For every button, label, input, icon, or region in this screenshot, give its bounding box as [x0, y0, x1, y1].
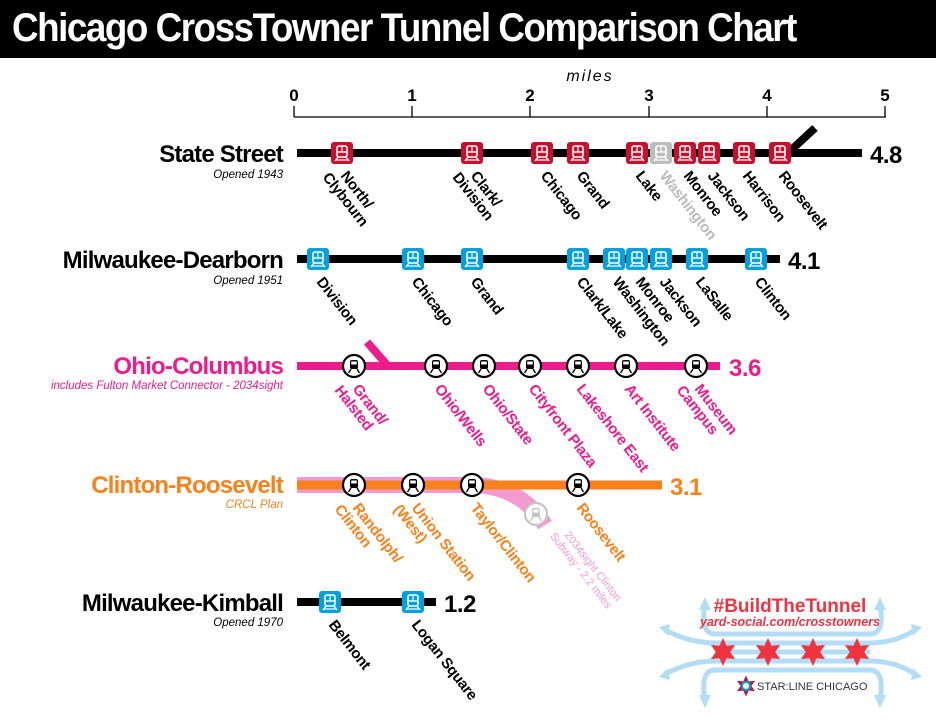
proposed-station-icon: [517, 353, 543, 379]
line-length: 1.2: [444, 591, 476, 618]
station-label: Union Station (West): [390, 492, 481, 596]
line-subtitle: Opened 1970: [213, 617, 283, 629]
station-label: Roosevelt: [775, 168, 831, 233]
axis-tick-label: 0: [289, 86, 298, 105]
train-icon: [461, 142, 483, 164]
proposed-station-icon: [683, 353, 709, 379]
page-title: Chicago CrossTowner Tunnel Comparison Ch…: [12, 6, 797, 50]
brand-name: STAR:LINE CHICAGO: [757, 681, 868, 693]
train-icon-closed: [650, 142, 672, 164]
axis-tick-label: 4: [762, 86, 772, 105]
starline-logo-icon: [736, 675, 756, 697]
train-icon: [745, 248, 767, 270]
train-icon: [319, 591, 341, 613]
line-subtitle: Opened 1943: [213, 169, 283, 181]
line-length: 4.8: [870, 142, 902, 169]
line-name: Milwaukee-Dearborn: [63, 247, 283, 274]
line-name: Ohio-Columbus: [113, 353, 283, 380]
proposed-station-icon: [341, 472, 367, 498]
line-length: 3.6: [729, 355, 761, 382]
train-icon: [531, 142, 553, 164]
line-state-street: State Street Opened 1943 4.8 North/ Clyb…: [159, 125, 903, 243]
train-icon: [603, 248, 625, 270]
line-name: Milwaukee-Kimball: [82, 590, 283, 617]
proposed-station-icon: [423, 353, 449, 379]
line-ohio-columbus: Ohio-Columbus includes Fulton Market Con…: [51, 339, 762, 476]
station-label: Clark/ Division: [449, 160, 509, 224]
line-subtitle: includes Fulton Market Connector - 2034s…: [51, 380, 284, 392]
title-bar: Chicago CrossTowner Tunnel Comparison Ch…: [0, 0, 936, 58]
alt-station-icon: [523, 501, 549, 527]
station-label: Clinton: [751, 274, 795, 324]
station-label: Lake: [632, 168, 666, 204]
line-subtitle: Opened 1951: [213, 275, 283, 287]
train-icon: [626, 142, 648, 164]
hashtag: #BuildTheTunnel: [714, 596, 867, 617]
train-icon: [698, 142, 720, 164]
line-length: 3.1: [670, 474, 702, 501]
build-the-tunnel-logo: #BuildTheTunnel yard-social.com/crosstow…: [659, 596, 922, 708]
train-icon: [769, 142, 791, 164]
axis-tick-label: 1: [407, 86, 416, 105]
station-label: Randolph/ Clinton: [331, 492, 408, 578]
train-icon: [461, 248, 483, 270]
train-icon: [567, 142, 589, 164]
axis-tick-label: 5: [880, 86, 889, 105]
train-icon: [733, 142, 755, 164]
proposed-station-icon: [613, 353, 639, 379]
station-label: Logan Square: [408, 617, 481, 703]
station-label: Chicago: [408, 274, 457, 330]
train-icon: [402, 591, 424, 613]
train-icon: [626, 248, 648, 270]
proposed-station-icon: [565, 353, 591, 379]
miles-axis: miles 0 1 2 3 4 5: [289, 68, 890, 118]
line-name: State Street: [159, 141, 284, 168]
train-icon: [307, 248, 329, 270]
train-icon: [674, 142, 696, 164]
train-icon: [402, 248, 424, 270]
axis-tick-label: 3: [644, 86, 653, 105]
proposed-station-icon: [341, 353, 367, 379]
line-subtitle: CRCL Plan: [226, 499, 283, 511]
station-label: Division: [313, 274, 361, 329]
train-icon: [686, 248, 708, 270]
station-label: Museum Campus: [673, 373, 743, 450]
arrowheads: [659, 597, 922, 708]
station-label: North/ Clybourn: [319, 160, 383, 230]
line-milwaukee-kimball: Milwaukee-Kimball Opened 1970 1.2 Belmon…: [82, 590, 481, 703]
logo-url[interactable]: yard-social.com/crosstowners: [699, 615, 880, 629]
axis-title: miles: [566, 68, 613, 85]
train-icon: [331, 142, 353, 164]
line-name: Clinton-Roosevelt: [91, 472, 284, 499]
proposed-station-icon: [565, 472, 591, 498]
proposed-station-icon: [459, 472, 485, 498]
axis-tick-label: 2: [525, 86, 534, 105]
line-milwaukee-dearborn: Milwaukee-Dearborn Opened 1951 4.1 Divis…: [63, 247, 821, 349]
train-icon: [567, 248, 589, 270]
proposed-station-icon: [471, 353, 497, 379]
train-icon: [650, 248, 672, 270]
line-length: 4.1: [788, 248, 820, 275]
station-label: Grand: [467, 274, 507, 318]
station-label: Belmont: [325, 617, 374, 673]
proposed-station-icon: [400, 472, 426, 498]
station-label: Grand/ Halsted: [331, 373, 393, 440]
